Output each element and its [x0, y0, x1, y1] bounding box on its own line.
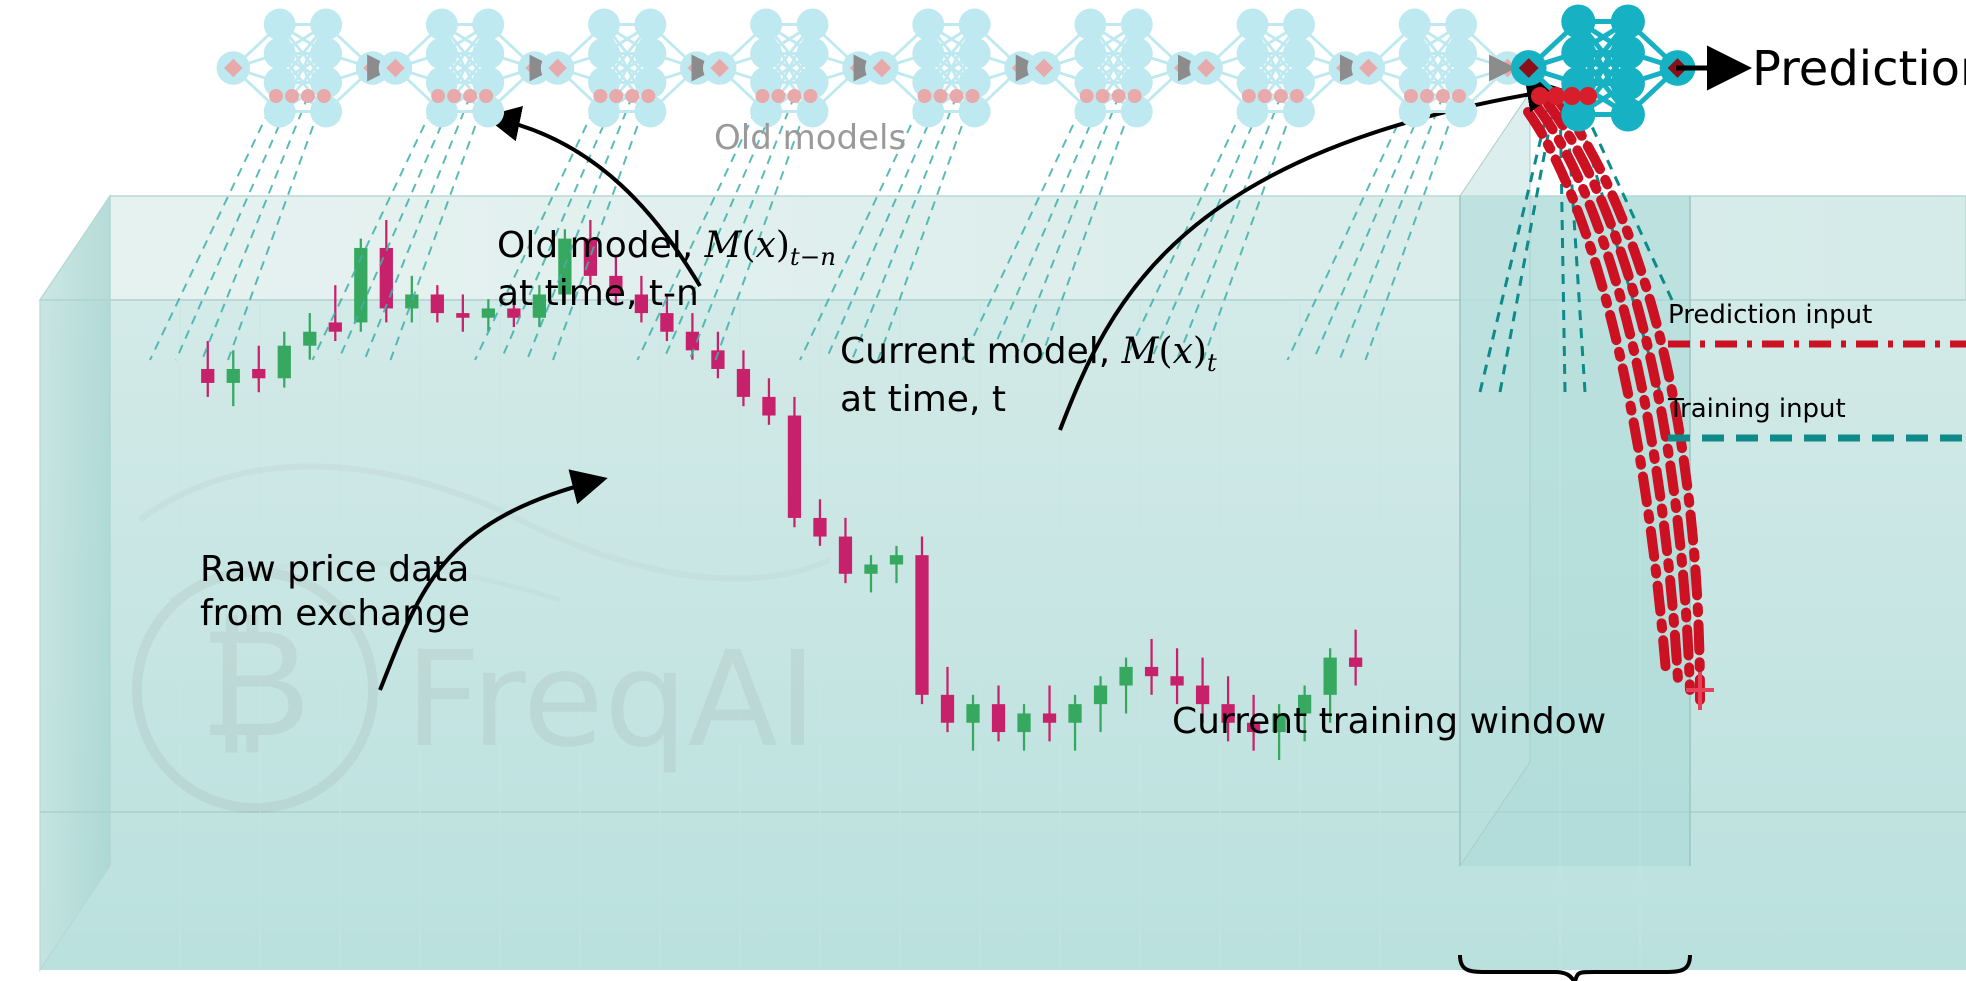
current-model-math-subscript: t [1206, 347, 1217, 377]
freqai-watermark: ₿ FreqAI [132, 463, 832, 813]
current-model-network [1510, 4, 1696, 132]
legend-item-training-input: Training input [1668, 394, 1966, 446]
old-model-input-dot [1257, 89, 1272, 103]
legend-swatch-prediction-input [1668, 340, 1966, 348]
old-model-input-dot [479, 89, 494, 103]
legend-swatch-training-input [1668, 434, 1966, 442]
old-model-input-dot [1420, 89, 1434, 103]
old-model-math-M: M [704, 225, 742, 266]
old-model-text-prefix: Old model, [497, 225, 705, 266]
old-model-input-dot [949, 89, 964, 103]
old-model-input-dot [285, 89, 299, 103]
old-model-input-dot [1079, 89, 1094, 103]
old-model-network [865, 8, 1038, 128]
legend-label-training-input: Training input [1668, 394, 1846, 424]
current-model-math-M: M [1121, 331, 1159, 372]
old-model-input-dot [1095, 89, 1110, 103]
old-model-input-dot [771, 89, 786, 103]
training-window-brace [1458, 954, 1692, 981]
old-model-input-dot [1289, 89, 1304, 103]
current-model-input-dot [1547, 87, 1565, 105]
current-model-math-paren-close: ) [1192, 331, 1207, 372]
current-model-time-line: at time, t [840, 378, 1006, 420]
current-training-input-lines [1478, 91, 1674, 393]
current-model-input-dot [1531, 87, 1549, 105]
old-model-input-dot [1436, 89, 1450, 103]
old-model-input-dot [625, 89, 640, 103]
old-model-input-dot [609, 89, 624, 103]
old-model-network [540, 8, 714, 128]
old-model-input-dot [787, 89, 802, 103]
old-model-input-dot [641, 89, 656, 103]
old-model-input-dot [447, 89, 462, 103]
svg-text:FreqAI: FreqAI [405, 623, 817, 777]
old-model-network [702, 8, 876, 128]
old-model-network [1351, 8, 1525, 128]
old-model-math-paren-open: ( [741, 225, 756, 266]
old-model-input-dot [1404, 89, 1418, 103]
old-model-input-dot [317, 89, 331, 103]
raw-price-annotation: Raw price data from exchange [200, 548, 470, 636]
old-model-network [216, 8, 390, 128]
old-model-input-dot [1241, 89, 1256, 103]
prediction-label: Prediction [1752, 41, 1966, 97]
old-model-input-dot [755, 89, 770, 103]
old-model-input-dot [933, 89, 948, 103]
old-model-math-subscript: t−n [789, 241, 837, 271]
raw-price-line-2: from exchange [200, 592, 470, 634]
old-model-time-line: at time, t-n [497, 272, 699, 314]
current-model-input-dot [1579, 87, 1597, 105]
old-model-input-dot [1127, 89, 1142, 103]
prediction-marker [1686, 672, 1714, 710]
old-model-input-dot [593, 89, 608, 103]
legend-label-prediction-input: Prediction input [1668, 300, 1873, 330]
old-model-input-dot [803, 89, 818, 103]
old-model-input-dot [269, 89, 283, 103]
old-models-label: Old models [714, 118, 907, 158]
old-model-input-dot [1111, 89, 1126, 103]
old-model-math-x: x [755, 225, 776, 266]
old-model-network [1027, 8, 1200, 128]
old-model-annotation: Old model, M(x)t−n at time, t-n [497, 224, 836, 316]
old-model-input-dot [965, 89, 980, 103]
legend-item-prediction-input: Prediction input [1668, 300, 1966, 352]
neural-network-chain [216, 4, 1696, 132]
current-training-window-label: Current training window [1172, 701, 1607, 742]
old-model-input-dot [301, 89, 315, 103]
current-model-math-paren-open: ( [1158, 331, 1173, 372]
old-model-input-dot [431, 89, 446, 103]
current-model-math-x: x [1172, 331, 1193, 372]
old-model-input-dot [1273, 89, 1288, 103]
old-model-input-dot [1452, 89, 1466, 103]
old-model-input-dot [917, 89, 932, 103]
old-model-network [378, 8, 552, 128]
current-model-text-prefix: Current model, [840, 331, 1122, 372]
current-model-input-dot [1563, 87, 1581, 105]
old-model-network [1189, 8, 1363, 128]
current-model-annotation: Current model, M(x)t at time, t [840, 330, 1217, 422]
raw-price-line-1: Raw price data [200, 549, 470, 590]
old-model-math-paren-close: ) [775, 225, 790, 266]
price-box-3d [38, 90, 1966, 972]
candlestick-series [201, 220, 1363, 760]
old-model-input-dot [463, 89, 478, 103]
